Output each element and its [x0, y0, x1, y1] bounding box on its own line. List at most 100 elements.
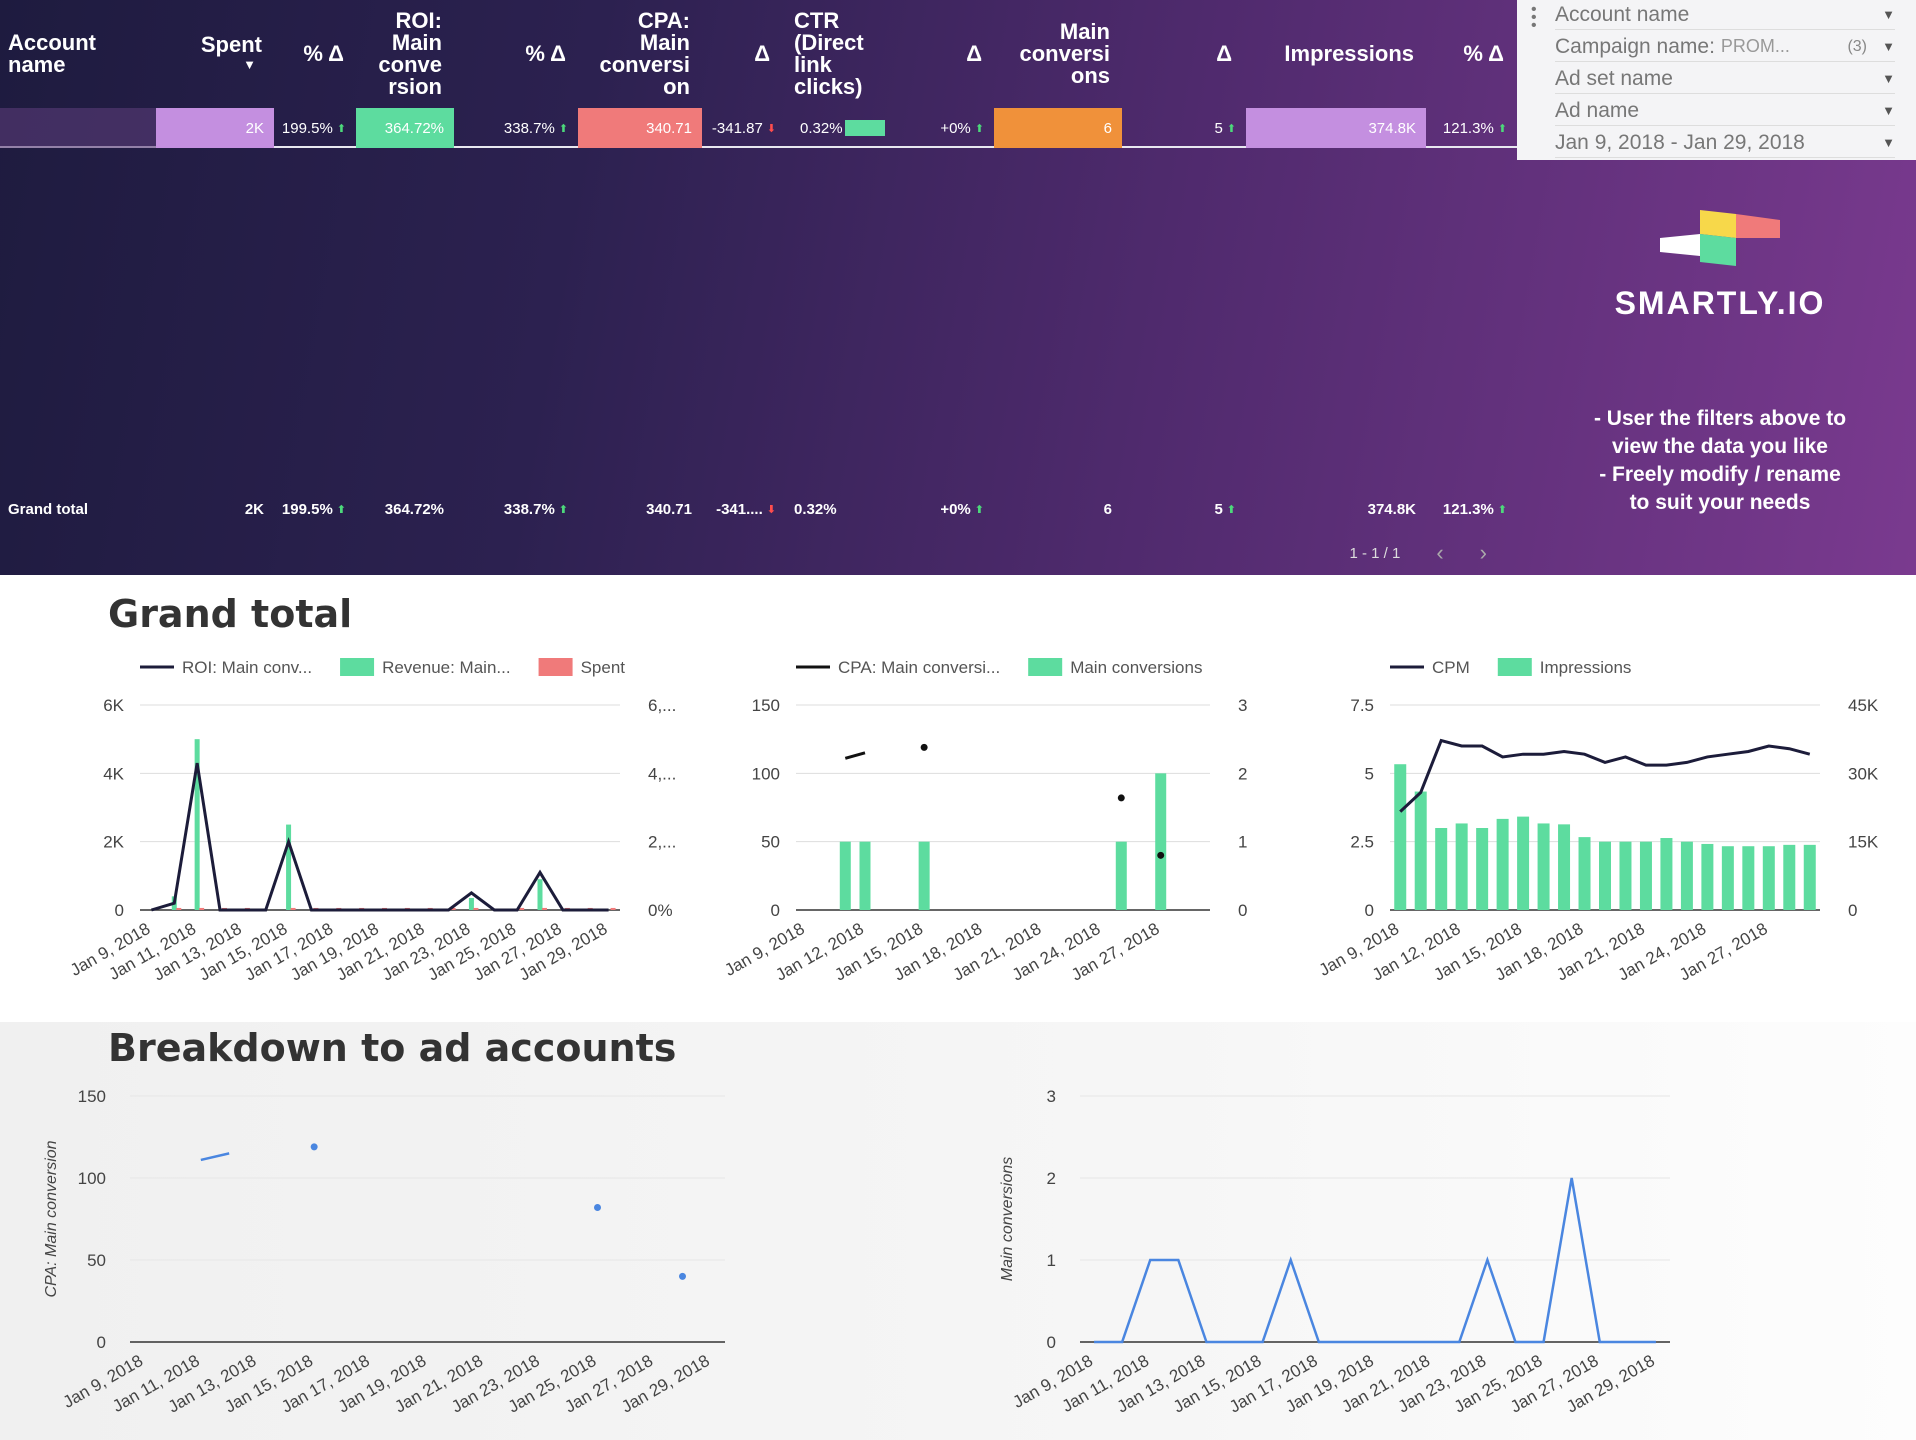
header-ctr-delta[interactable]: Δ: [966, 41, 982, 66]
y-tick-label: 2K: [103, 833, 124, 852]
bar: [1435, 828, 1448, 910]
bar: [839, 841, 851, 910]
legend-label: CPA: Main conversi...: [838, 658, 1000, 677]
data-table: Account name Spent ▼ % Δ ROI: Main conve…: [0, 0, 1517, 575]
grand-total-roi-delta: 338.7% ⬆: [503, 500, 568, 518]
y-tick-label-right: 1: [1238, 833, 1247, 852]
chevron-right-icon[interactable]: ›: [1479, 540, 1487, 565]
smartly-logo-icon: [1660, 210, 1780, 266]
header-cpa-delta[interactable]: Δ: [754, 41, 770, 66]
header-main-conversions-delta[interactable]: Δ: [1216, 41, 1232, 66]
y-tick-label: 5: [1365, 764, 1374, 783]
more-options-icon[interactable]: • • •: [1531, 1, 1537, 34]
bar: [199, 907, 205, 910]
pagination: 1 - 1 / 1 ‹ ›: [1349, 540, 1487, 566]
legend-swatch: [1497, 658, 1532, 676]
bar: [1558, 824, 1571, 910]
grand-total-main-conversions: 6: [1103, 500, 1112, 518]
bar: [1578, 837, 1591, 910]
grand-total-cpa-delta: -341.... ⬇: [716, 500, 776, 518]
grand-total-label: Grand total: [8, 500, 89, 518]
series-line: [200, 1152, 230, 1162]
grand-total-ctr: 0.32%: [794, 500, 837, 518]
legend-label: CPM: [1432, 658, 1470, 677]
data-point: [594, 1204, 601, 1212]
header-roi-delta[interactable]: % Δ: [525, 41, 566, 66]
y-tick-label: 0: [115, 901, 124, 920]
filter-account-name[interactable]: Account name ▼: [1555, 0, 1895, 30]
cell-cpa: 340.71: [578, 108, 702, 148]
header-cpa[interactable]: CPA: Main conversi on: [599, 8, 691, 99]
arrow-up-icon: ⬆: [1226, 503, 1236, 516]
legend-label: Revenue: Main...: [382, 658, 511, 677]
cell-impressions: 374.8K: [1246, 108, 1426, 148]
y-tick-label: 0: [1047, 1333, 1056, 1352]
ctr-bar: [844, 120, 885, 136]
y-tick-label: 2.5: [1350, 833, 1374, 852]
bar: [537, 879, 543, 910]
y-tick-label: 150: [752, 696, 780, 715]
header-spent[interactable]: Spent ▼: [200, 32, 262, 73]
arrow-up-icon: ⬆: [974, 122, 984, 135]
bar: [610, 907, 616, 910]
bar: [450, 907, 456, 910]
series-line: [844, 751, 866, 760]
bar: [918, 841, 930, 910]
header-main-conversions[interactable]: Main conversi ons: [1019, 19, 1111, 88]
filter-ad-set-name[interactable]: Ad set name ▼: [1555, 64, 1895, 94]
legend-label: Spent: [581, 658, 626, 677]
chevron-down-icon: ▼: [1882, 7, 1895, 22]
header-account-name[interactable]: Account name: [8, 30, 96, 77]
filter-campaign-name[interactable]: Campaign name: PROM... (3) ▼: [1555, 32, 1895, 62]
header-spent-delta[interactable]: % Δ: [303, 41, 344, 66]
data-point: [310, 1143, 318, 1151]
bar: [1742, 846, 1755, 910]
cell-roi: 364.72%: [356, 108, 454, 148]
legend-swatch: [340, 658, 375, 676]
chevron-down-icon: ▼: [1882, 103, 1895, 118]
header-ctr[interactable]: CTR (Direct link clicks): [794, 8, 864, 99]
bar: [1155, 773, 1167, 910]
bar: [1639, 841, 1652, 910]
grand-total-cpa: 340.71: [646, 500, 692, 518]
header-impressions[interactable]: Impressions: [1284, 41, 1414, 66]
grand-total-impressions: 374.8K: [1367, 500, 1416, 518]
y-axis-label: CPA: Main conversion: [43, 1140, 60, 1297]
brand-name: SMARTLY.IO: [1614, 285, 1826, 321]
table-row[interactable]: 2K 199.5% ⬆ 364.72% 338.7% ⬆ 340.71 -341.8…: [0, 108, 1517, 148]
legend-label: ROI: Main conv...: [182, 658, 312, 677]
y-tick-label: 3: [1047, 1087, 1056, 1106]
y-axis-label: Main conversions: [999, 1157, 1016, 1282]
y-tick-label-right: 15K: [1848, 833, 1879, 852]
chart-cpa-main-conversions: CPA: Main conversi... Main conversions 0 0 5…: [721, 658, 1247, 985]
filter-ad-name[interactable]: Ad name ▼: [1555, 96, 1895, 126]
chevron-down-icon: ▼: [1882, 71, 1895, 86]
data-point: [1157, 851, 1165, 859]
grand-total-main-conversions-delta: 5 ⬆: [1214, 500, 1236, 518]
y-tick-label: 50: [87, 1251, 106, 1270]
arrow-up-icon: ⬆: [336, 122, 346, 135]
bar: [1619, 841, 1632, 910]
grand-total-ctr-delta: +0% ⬆: [940, 500, 984, 518]
bar: [1517, 816, 1530, 910]
cell-account-name: [0, 108, 156, 148]
series-line: [150, 762, 609, 912]
grand-total-roi: 364.72%: [384, 500, 444, 518]
data-point: [1117, 794, 1125, 802]
y-tick-label: 4K: [103, 764, 124, 783]
cell-cpa-delta: -341.87 ⬇: [711, 119, 776, 137]
header-impressions-delta[interactable]: % Δ: [1463, 41, 1504, 66]
y-tick-label-right: 3: [1238, 696, 1247, 715]
y-tick-label-right: 0: [1848, 901, 1857, 920]
bar: [1783, 844, 1796, 910]
bar: [194, 739, 200, 910]
filter-date-range[interactable]: Jan 9, 2018 - Jan 29, 2018 ▼: [1555, 128, 1895, 158]
chevron-left-icon[interactable]: ‹: [1436, 540, 1444, 565]
bar: [1476, 828, 1489, 910]
header-roi[interactable]: ROI: Main conve rsion: [378, 8, 442, 99]
y-tick-label: 100: [78, 1169, 106, 1188]
arrow-up-icon: ⬆: [336, 503, 346, 516]
y-tick-label: 0: [771, 901, 780, 920]
y-tick-label-right: 0%: [648, 901, 673, 920]
